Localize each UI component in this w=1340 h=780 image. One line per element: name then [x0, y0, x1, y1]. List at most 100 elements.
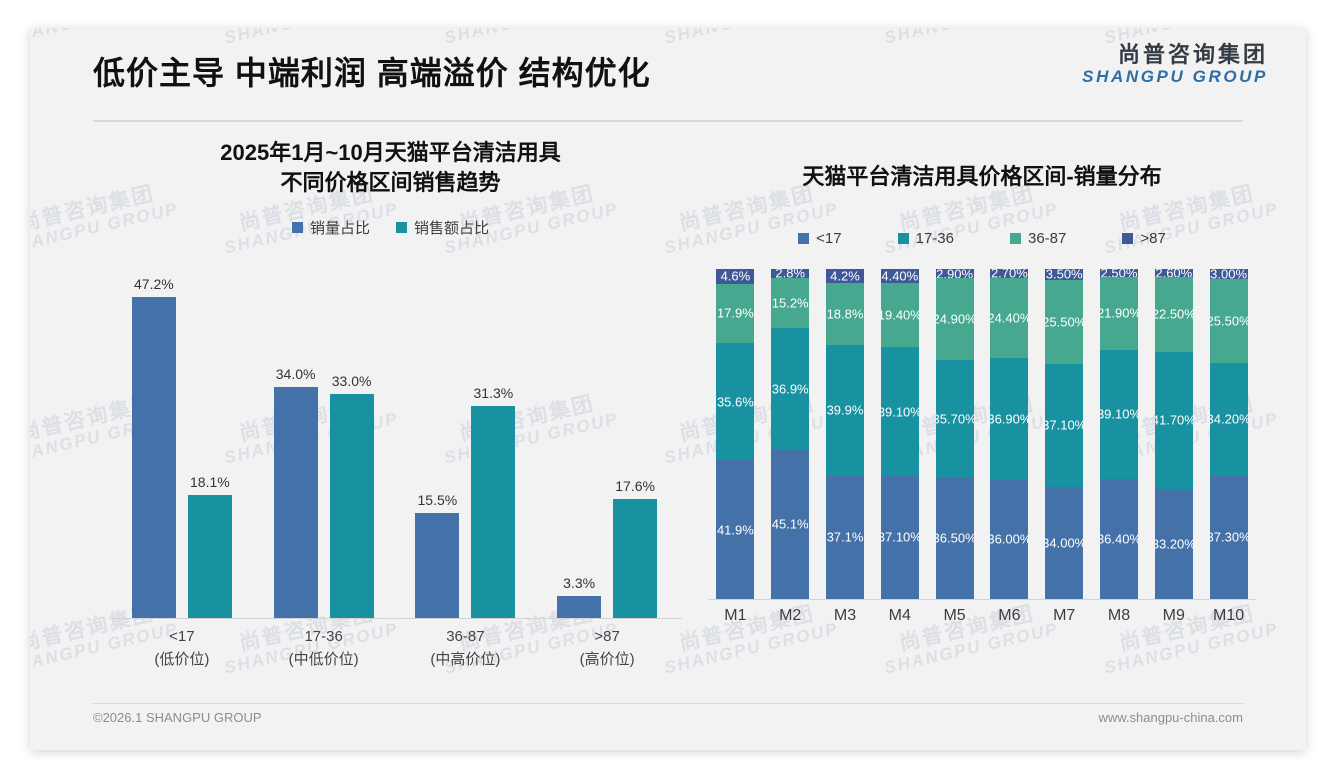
stack-segment->87[interactable]: 4.6%: [716, 268, 755, 284]
stack-segment-<17[interactable]: 36.40%: [1100, 478, 1138, 599]
stack-segment-<17[interactable]: 33.20%: [1154, 489, 1193, 599]
stacked-bar: 4.2% 18.8% 39.9% 37.1%: [826, 268, 864, 599]
stack-segment-17-36[interactable]: 36.9%: [771, 328, 810, 450]
stacked-bar-chart: 4.6% 17.9% 35.6% 41.9% 2.8% 15.2% 36.9% 45.1% 4.…: [702, 268, 1262, 669]
month-label: M5: [943, 606, 966, 624]
legend-item-1[interactable]: <17: [798, 230, 842, 247]
stack-segment-36-87[interactable]: 15.2%: [771, 277, 810, 329]
stack-segment-17-36[interactable]: 34.20%: [1209, 362, 1248, 476]
bar-sales-volume[interactable]: 34.0%: [273, 366, 318, 619]
stack-segment-value-label: 2.50%: [1100, 269, 1138, 278]
stack-segment->87[interactable]: 2.90%: [935, 268, 974, 279]
stack-segment-value-label: 36.50%: [935, 530, 974, 546]
legend-swatch-icon: [897, 232, 909, 244]
bar-wrapper: 33.0%: [329, 278, 374, 619]
bar-sales-volume[interactable]: 15.5%: [415, 492, 460, 619]
left-chart-panel: 2025年1月~10月天猫平台清洁用具 不同价格区间销售趋势 销量占比 销售额占比…: [93, 138, 688, 728]
stack-segment-36-87[interactable]: 19.40%: [880, 283, 919, 348]
stack-segment-value-label: 21.90%: [1100, 305, 1138, 321]
stack-segment-<17[interactable]: 37.30%: [1209, 475, 1248, 599]
stack-segment-17-36[interactable]: 37.10%: [1045, 364, 1084, 487]
bar-value-label: 3.3%: [563, 574, 596, 591]
stack-segment-36-87[interactable]: 22.50%: [1154, 277, 1193, 352]
stack-segment->87[interactable]: 3.50%: [1045, 268, 1084, 281]
stack-segment-<17[interactable]: 36.00%: [990, 479, 1029, 599]
stack-segment-<17[interactable]: 37.1%: [826, 476, 864, 599]
stack-segment-value-label: 39.9%: [826, 402, 864, 418]
stack-segment-36-87[interactable]: 25.50%: [1045, 280, 1084, 365]
stack-segment-value-label: 2.70%: [990, 268, 1028, 278]
month-label: M8: [1107, 606, 1131, 624]
footer-divider: [93, 703, 1243, 704]
bar-wrapper: 15.5%: [415, 278, 460, 619]
stack-segment-<17[interactable]: 41.9%: [716, 460, 755, 599]
stack-segment-value-label: 41.70%: [1154, 412, 1193, 428]
month-label: M10: [1213, 606, 1245, 624]
stack-segment-value-label: 2.90%: [936, 268, 974, 279]
stack-segment->87[interactable]: 3.00%: [1209, 268, 1248, 279]
month-label: M3: [833, 606, 857, 624]
stack-segment->87[interactable]: 2.60%: [1154, 268, 1193, 278]
category-label-range: >87: [594, 628, 620, 646]
stack-segment-36-87[interactable]: 24.40%: [990, 277, 1029, 359]
bar-sales-amount[interactable]: 33.0%: [329, 373, 374, 619]
stack-segment-<17[interactable]: 37.10%: [880, 476, 919, 599]
stack-segment-value-label: 4.2%: [830, 268, 860, 283]
stack-segment->87[interactable]: 2.70%: [990, 268, 1029, 278]
category-label-tier: (高价位): [579, 650, 635, 668]
stack-segment-<17[interactable]: 36.50%: [935, 478, 974, 599]
stack-segment-36-87[interactable]: 18.8%: [826, 282, 864, 345]
stack-segment-value-label: 24.90%: [935, 311, 974, 327]
stack-segment->87[interactable]: 4.2%: [826, 268, 864, 283]
stack-segment->87[interactable]: 4.40%: [880, 268, 919, 284]
stack-segment-36-87[interactable]: 24.90%: [935, 278, 974, 361]
stack-segment-value-label: 41.9%: [716, 522, 754, 538]
stack-segment->87[interactable]: 2.50%: [1100, 269, 1138, 278]
stack-segment-value-label: 17.9%: [716, 305, 754, 321]
stack-segment-17-36[interactable]: 39.9%: [826, 344, 864, 477]
legend-item-2[interactable]: 销售额占比: [396, 217, 489, 238]
left-chart-title-line1: 2025年1月~10月天猫平台清洁用具: [220, 140, 561, 165]
stacked-bar: 4.40% 19.40% 39.10% 37.10%: [880, 268, 919, 599]
stack-segment-36-87[interactable]: 21.90%: [1100, 277, 1138, 350]
bar-sales-amount[interactable]: 18.1%: [187, 474, 232, 619]
stacked-bar: 2.70% 24.40% 36.90% 36.00%: [990, 268, 1029, 599]
stack-segment-17-36[interactable]: 35.70%: [935, 360, 974, 479]
stack-segment->87[interactable]: 2.8%: [771, 268, 810, 278]
stack-segment-<17[interactable]: 45.1%: [771, 449, 810, 599]
stack-segment-36-87[interactable]: 25.50%: [1209, 278, 1248, 363]
bar-sales-amount[interactable]: 17.6%: [613, 478, 658, 619]
bar-sales-volume[interactable]: 3.3%: [557, 575, 602, 619]
website-link[interactable]: www.shangpu-china.com: [1098, 710, 1243, 725]
stack-segment-value-label: 25.50%: [1209, 313, 1248, 329]
right-chart-title: 天猫平台清洁用具价格区间-销量分布: [802, 164, 1162, 189]
legend-item-3[interactable]: 36-87: [1010, 230, 1066, 247]
bar-sales-amount[interactable]: 31.3%: [471, 385, 516, 619]
stack-segment-17-36[interactable]: 39.10%: [1100, 349, 1138, 479]
bar-sales-volume[interactable]: 47.2%: [131, 276, 176, 619]
slide-canvas: 尚普咨询集团 SHANGPU GROUP 尚普咨询集团 SHANGPU GROUP 尚普…: [30, 28, 1306, 750]
stack-segment-value-label: 34.00%: [1045, 535, 1083, 551]
bar-value-label: 33.0%: [331, 372, 372, 389]
bar-group: 47.2% 18.1%: [111, 276, 253, 619]
legend-item-2[interactable]: 17-36: [897, 230, 954, 247]
stack-segment-17-36[interactable]: 39.10%: [880, 347, 919, 477]
stack-segment-value-label: 22.50%: [1154, 306, 1193, 322]
legend-label: 销售额占比: [414, 220, 490, 238]
stack-segment-<17[interactable]: 34.00%: [1045, 486, 1084, 599]
stack-segment-17-36[interactable]: 35.6%: [716, 342, 755, 461]
stack-segment-17-36[interactable]: 41.70%: [1154, 351, 1193, 490]
legend-item-1[interactable]: 销量占比: [291, 217, 370, 238]
legend-item-4[interactable]: >87: [1122, 230, 1166, 247]
stack-segment-17-36[interactable]: 36.90%: [990, 358, 1029, 480]
bar-value-label: 47.2%: [134, 276, 174, 293]
month-label: M6: [998, 606, 1021, 624]
stack-segment-value-label: 4.40%: [881, 268, 919, 284]
stack-segment-value-label: 2.8%: [775, 268, 806, 278]
bar-value-label: 34.0%: [275, 366, 316, 383]
month-label: M9: [1162, 606, 1185, 624]
bar-value-label: 31.3%: [473, 384, 514, 401]
stack-segment-value-label: 2.60%: [1155, 268, 1193, 278]
stack-segment-36-87[interactable]: 17.9%: [716, 283, 755, 343]
grouped-bar-plot-area: 47.2% 18.1% 34.0% 33.0% 15.5% 31.3% 3.3% 17.6%: [111, 276, 678, 619]
